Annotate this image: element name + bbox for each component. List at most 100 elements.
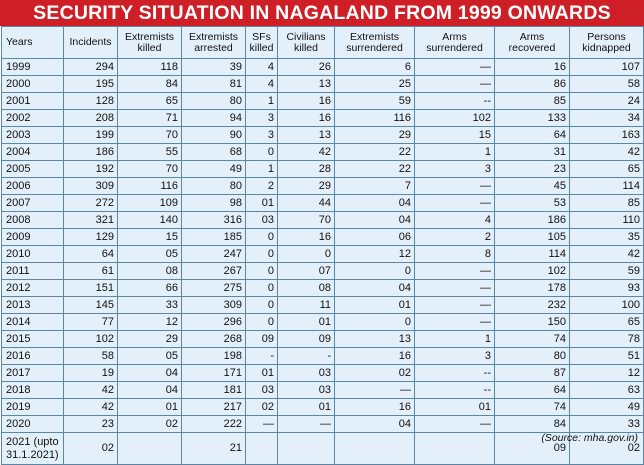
cell-civilians-killed: 26: [277, 58, 335, 76]
cell-year: 1999: [1, 58, 64, 76]
cell-civilians-killed: 01: [277, 313, 335, 331]
cell-civilians-killed: 28: [277, 160, 335, 178]
cell-extremists-surrendered: 59: [334, 92, 415, 110]
cell-year: 2011: [1, 262, 64, 280]
cell-year: 2009: [1, 228, 64, 246]
cell-civilians-killed: —: [277, 415, 335, 433]
cell-arms-surrendered: --: [414, 364, 495, 382]
cell-extremists-arrested: 275: [181, 279, 246, 297]
cell-persons-kidnapped: 34: [569, 109, 644, 127]
cell-sfs-killed: —: [245, 415, 278, 433]
cell-extremists-surrendered: 04: [334, 194, 415, 212]
table-row: 2009 129 15 185 0 16 06 2 105 35: [1, 228, 644, 246]
cell-extremists-arrested: 21: [181, 432, 246, 465]
cell-incidents: 309: [63, 177, 118, 195]
cell-arms-surrendered: 01: [414, 398, 495, 416]
cell-arms-surrendered: [414, 432, 495, 465]
cell-incidents: 129: [63, 228, 118, 246]
cell-year: 2021 (upto 31.1.2021): [1, 432, 64, 465]
cell-extremists-killed: 04: [117, 364, 182, 382]
cell-incidents: 294: [63, 58, 118, 76]
cell-year: 2014: [1, 313, 64, 331]
cell-incidents: 102: [63, 330, 118, 348]
cell-civilians-killed: 42: [277, 143, 335, 161]
cell-extremists-surrendered: 25: [334, 75, 415, 93]
table-row: 2019 42 01 217 02 01 16 01 74 49: [1, 398, 644, 416]
cell-extremists-arrested: 98: [181, 194, 246, 212]
table-row: 2004 186 55 68 0 42 22 1 31 42: [1, 143, 644, 161]
header-row: Years Incidents Extremists killed Extrem…: [1, 26, 644, 59]
cell-extremists-arrested: 94: [181, 109, 246, 127]
cell-year: 2012: [1, 279, 64, 297]
cell-persons-kidnapped: 24: [569, 92, 644, 110]
cell-arms-surrendered: —: [414, 58, 495, 76]
cell-arms-surrendered: 4: [414, 211, 495, 229]
table-row: 2003 199 70 90 3 13 29 15 64 163: [1, 126, 644, 144]
table-row: 2007 272 109 98 01 44 04—53 85: [1, 194, 644, 212]
cell-extremists-killed: 116: [117, 177, 182, 195]
cell-incidents: 64: [63, 245, 118, 263]
cell-civilians-killed: 16: [277, 228, 335, 246]
cell-persons-kidnapped: 63: [569, 381, 644, 399]
cell-incidents: 199: [63, 126, 118, 144]
cell-extremists-surrendered: 29: [334, 126, 415, 144]
cell-extremists-killed: 29: [117, 330, 182, 348]
cell-arms-surrendered: 102: [414, 109, 495, 127]
cell-extremists-surrendered: 0: [334, 313, 415, 331]
cell-extremists-arrested: 268: [181, 330, 246, 348]
cell-sfs-killed: 0: [245, 228, 278, 246]
cell-extremists-arrested: 68: [181, 143, 246, 161]
cell-persons-kidnapped: 59: [569, 262, 644, 280]
cell-arms-recovered: 74: [494, 398, 570, 416]
table-row: 2008 321 140 316 03 70 04 4 186 110: [1, 211, 644, 229]
cell-arms-surrendered: —: [414, 313, 495, 331]
cell-extremists-killed: 140: [117, 211, 182, 229]
cell-sfs-killed: 03: [245, 381, 278, 399]
cell-sfs-killed: 1: [245, 160, 278, 178]
cell-arms-surrendered: —: [414, 262, 495, 280]
cell-extremists-surrendered: 02: [334, 364, 415, 382]
cell-arms-recovered: 178: [494, 279, 570, 297]
cell-persons-kidnapped: 107: [569, 58, 644, 76]
cell-extremists-killed: 66: [117, 279, 182, 297]
cell-arms-recovered: 74: [494, 330, 570, 348]
cell-arms-recovered: 87: [494, 364, 570, 382]
cell-extremists-arrested: 247: [181, 245, 246, 263]
cell-arms-surrendered: —: [414, 194, 495, 212]
cell-arms-recovered: 45: [494, 177, 570, 195]
cell-arms-recovered: 23: [494, 160, 570, 178]
cell-arms-surrendered: 3: [414, 160, 495, 178]
cell-arms-surrendered: --: [414, 92, 495, 110]
table-row: 2000 195 84 81 4 13 25—86 58: [1, 75, 644, 93]
page-title: SECURITY SITUATION IN NAGALAND FROM 1999…: [0, 0, 644, 26]
cell-persons-kidnapped: 110: [569, 211, 644, 229]
cell-arms-surrendered: 8: [414, 245, 495, 263]
header-persons-kidnapped: Persons kidnapped: [569, 26, 644, 59]
cell-year: 2013: [1, 296, 64, 314]
header-arms-surrendered: Arms surrendered: [414, 26, 495, 59]
cell-arms-surrendered: 1: [414, 143, 495, 161]
cell-civilians-killed: 03: [277, 381, 335, 399]
cell-extremists-killed: 65: [117, 92, 182, 110]
cell-sfs-killed: 02: [245, 398, 278, 416]
table-row: 2012 151 66 275 0 08 04—178 93: [1, 279, 644, 297]
cell-sfs-killed: 3: [245, 109, 278, 127]
cell-extremists-surrendered: 04: [334, 279, 415, 297]
cell-extremists-surrendered: 22: [334, 160, 415, 178]
cell-civilians-killed: 13: [277, 75, 335, 93]
cell-year: 2016: [1, 347, 64, 365]
cell-extremists-arrested: 181: [181, 381, 246, 399]
table-row: 2002 208 71 94 3 16 116 102 133 34: [1, 109, 644, 127]
cell-extremists-surrendered: 6: [334, 58, 415, 76]
cell-arms-recovered: 105: [494, 228, 570, 246]
cell-civilians-killed: 70: [277, 211, 335, 229]
cell-extremists-killed: 05: [117, 245, 182, 263]
cell-incidents: 192: [63, 160, 118, 178]
cell-sfs-killed: 1: [245, 92, 278, 110]
cell-civilians-killed: 44: [277, 194, 335, 212]
cell-year: 2004: [1, 143, 64, 161]
cell-extremists-killed: 118: [117, 58, 182, 76]
header-arms-recovered: Arms recovered: [494, 26, 570, 59]
cell-arms-recovered: 133: [494, 109, 570, 127]
cell-extremists-surrendered: 12: [334, 245, 415, 263]
